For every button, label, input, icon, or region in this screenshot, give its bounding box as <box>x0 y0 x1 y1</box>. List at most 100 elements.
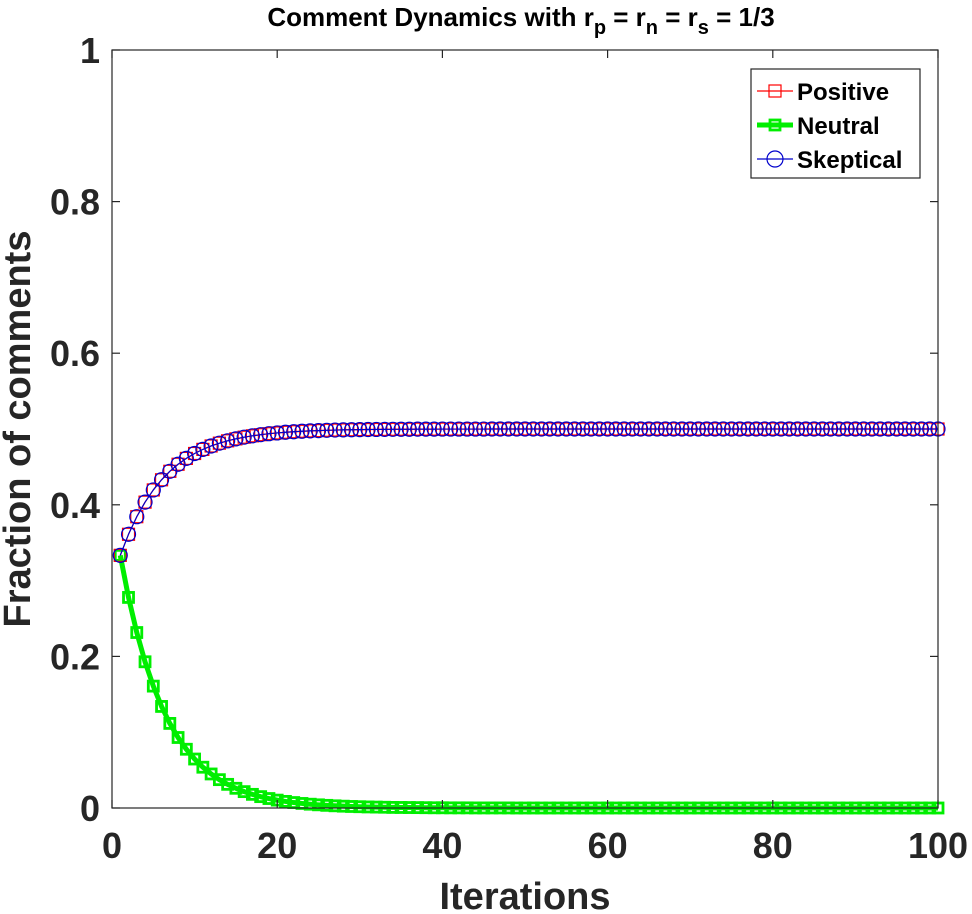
x-axis-label: Iterations <box>439 876 610 914</box>
data-point-skeptical <box>484 421 500 437</box>
data-point-neutral <box>312 798 325 812</box>
data-point-neutral <box>378 800 391 814</box>
data-point-neutral <box>361 800 375 814</box>
data-point-positive <box>212 436 226 450</box>
data-point-positive <box>130 510 144 524</box>
data-point-skeptical <box>558 421 574 437</box>
legend: Positive Neutral Skeptical <box>750 68 921 179</box>
data-point-neutral <box>122 591 135 604</box>
data-point-neutral <box>146 679 160 693</box>
series-skeptical <box>112 421 946 563</box>
x-tick-label: 0 <box>102 825 122 866</box>
x-tick-label: 80 <box>753 825 793 866</box>
data-point-skeptical <box>897 421 913 437</box>
series-line-skeptical <box>119 428 938 556</box>
data-point-skeptical <box>657 421 674 437</box>
data-point-skeptical <box>187 445 203 462</box>
data-point-neutral <box>171 731 185 744</box>
data-point-neutral <box>229 781 243 795</box>
data-point-skeptical <box>591 421 607 437</box>
data-point-neutral <box>345 800 358 813</box>
data-point-positive <box>138 495 152 509</box>
data-point-skeptical <box>269 425 285 441</box>
data-point-skeptical <box>789 421 806 437</box>
data-point-skeptical <box>360 421 376 438</box>
data-point-neutral <box>179 742 193 756</box>
data-point-skeptical <box>765 421 781 437</box>
data-point-skeptical <box>922 421 938 437</box>
data-point-skeptical <box>707 421 723 437</box>
data-point-skeptical <box>120 526 137 542</box>
data-point-positive <box>188 446 202 461</box>
data-point-neutral <box>336 799 350 813</box>
data-point-skeptical <box>170 456 186 472</box>
data-point-skeptical <box>905 421 921 437</box>
data-point-skeptical <box>823 421 839 437</box>
data-point-skeptical <box>880 421 897 437</box>
data-point-skeptical <box>418 421 434 437</box>
data-point-skeptical <box>211 435 227 451</box>
data-point-skeptical <box>550 421 566 437</box>
data-point-positive <box>154 473 169 487</box>
data-point-skeptical <box>773 421 789 437</box>
data-point-neutral <box>386 800 400 814</box>
data-point-skeptical <box>525 421 541 437</box>
data-point-skeptical <box>715 421 731 437</box>
data-point-skeptical <box>732 421 748 437</box>
data-point-neutral <box>188 752 202 766</box>
legend-marker <box>766 150 784 168</box>
data-point-positive <box>204 439 218 453</box>
data-point-skeptical <box>401 421 417 437</box>
data-point-skeptical <box>426 421 442 437</box>
tick-layer: 0 20 40 60 80 100 0 0.2 0.4 0.6 0.8 1 <box>50 30 968 866</box>
y-tick-label: 0 <box>80 788 100 829</box>
legend-item-positive: Positive <box>757 79 889 106</box>
data-point-skeptical <box>666 421 682 437</box>
data-point-positive <box>121 527 136 541</box>
x-tick-label: 40 <box>422 825 462 866</box>
data-point-skeptical <box>228 431 244 447</box>
legend-item-skeptical: Skeptical <box>757 147 902 174</box>
data-point-skeptical <box>261 426 277 442</box>
data-point-skeptical <box>806 421 822 437</box>
data-point-skeptical <box>575 421 591 437</box>
y-tick-label: 1 <box>80 30 100 71</box>
data-point-skeptical <box>740 421 756 437</box>
data-point-positive <box>221 434 235 448</box>
data-point-skeptical <box>459 421 475 437</box>
data-point-skeptical <box>889 421 905 437</box>
data-point-skeptical <box>517 421 533 437</box>
legend-marker <box>768 84 782 98</box>
data-point-neutral <box>138 655 152 669</box>
legend-marker <box>768 118 782 132</box>
data-point-skeptical <box>608 421 624 437</box>
data-point-neutral <box>328 799 342 813</box>
data-point-skeptical <box>476 421 492 437</box>
data-point-skeptical <box>236 429 252 445</box>
data-point-neutral <box>246 787 259 801</box>
data-point-neutral <box>320 798 334 812</box>
data-point-skeptical <box>616 421 632 437</box>
data-point-skeptical <box>533 421 550 437</box>
data-point-skeptical <box>352 422 368 438</box>
data-point-skeptical <box>492 421 508 437</box>
data-point-skeptical <box>220 433 236 449</box>
data-point-neutral <box>130 626 144 639</box>
data-point-positive <box>245 429 260 443</box>
data-point-skeptical <box>798 421 814 437</box>
data-point-skeptical <box>690 421 707 437</box>
data-point-skeptical <box>583 421 599 437</box>
legend-label: Positive <box>797 79 889 106</box>
data-point-positive <box>229 432 243 446</box>
data-point-skeptical <box>253 427 269 443</box>
data-point-skeptical <box>542 421 558 437</box>
y-tick-label: 0.2 <box>50 636 100 677</box>
data-point-skeptical <box>137 494 153 510</box>
data-point-positive <box>237 430 251 444</box>
data-point-skeptical <box>451 421 467 437</box>
data-point-neutral <box>155 700 168 713</box>
data-point-neutral <box>163 717 177 730</box>
x-tick-label: 60 <box>588 825 628 866</box>
data-point-skeptical <box>286 424 302 440</box>
data-point-skeptical <box>599 421 616 437</box>
